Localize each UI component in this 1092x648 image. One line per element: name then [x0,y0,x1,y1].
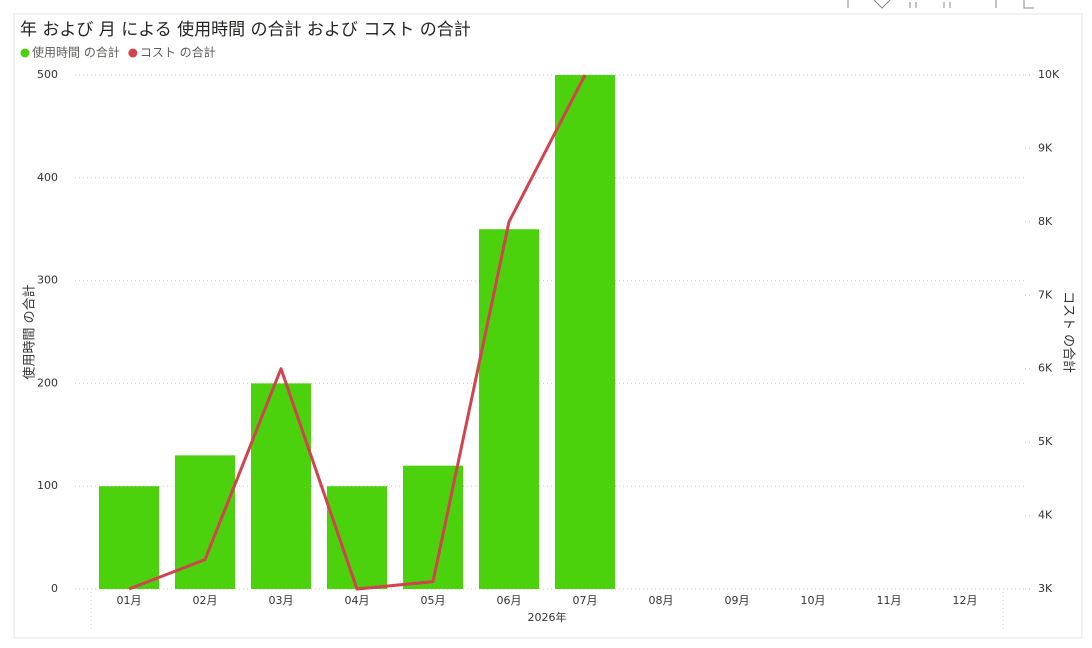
y2-tick-label: 3K [1038,582,1053,595]
legend-marker[interactable] [20,48,30,58]
x-tick-label: 09月 [725,594,750,607]
y2-tick-label: 4K [1038,509,1053,522]
bar [251,383,311,589]
bar [479,229,539,589]
legend-label[interactable]: コスト の合計 [140,45,216,60]
x-group-label: 2026年 [528,610,567,624]
x-tick-label: 12月 [953,594,978,607]
chart-title: 年 および 月 による 使用時間 の合計 および コスト の合計 [20,19,471,40]
y2-tick-label: 8K [1038,215,1053,228]
toolbar-icon[interactable] [847,0,891,9]
x-tick-label: 03月 [269,594,294,607]
x-tick-label: 02月 [193,594,218,607]
y2-tick-label: 6K [1038,362,1053,375]
y2-tick-label: 10K [1038,68,1060,81]
y2-tick-label: 5K [1038,435,1053,448]
x-tick-label: 06月 [497,594,522,607]
y-tick-label: 400 [37,171,58,184]
x-tick-label: 08月 [649,594,674,607]
visual-frame [13,13,1083,639]
bar [555,75,615,589]
x-tick-label: 01月 [117,594,142,607]
x-tick-label: 04月 [345,594,370,607]
y-tick-label: 100 [37,479,58,492]
bar [327,486,387,589]
y2-axis-title: コスト の合計 [1061,291,1077,373]
legend-marker[interactable] [128,48,138,58]
line [128,74,587,591]
x-tick-label: 11月 [877,594,902,607]
visual-toolbar[interactable] [847,0,1034,9]
legend-label[interactable]: 使用時間 の合計 [32,45,120,60]
x-tick-label: 05月 [421,594,446,607]
x-tick-label: 07月 [573,594,598,607]
y-axis-title: 使用時間 の合計 [22,284,38,379]
y-tick-label: 0 [51,582,58,595]
toolbar-icon[interactable] [909,0,1034,9]
y-tick-label: 300 [37,274,58,287]
bar [99,486,159,589]
y2-tick-label: 7K [1038,288,1053,301]
y-tick-label: 200 [37,376,58,389]
y-tick-label: 500 [37,68,58,81]
x-tick-label: 10月 [801,594,826,607]
y2-tick-label: 9K [1038,141,1053,154]
